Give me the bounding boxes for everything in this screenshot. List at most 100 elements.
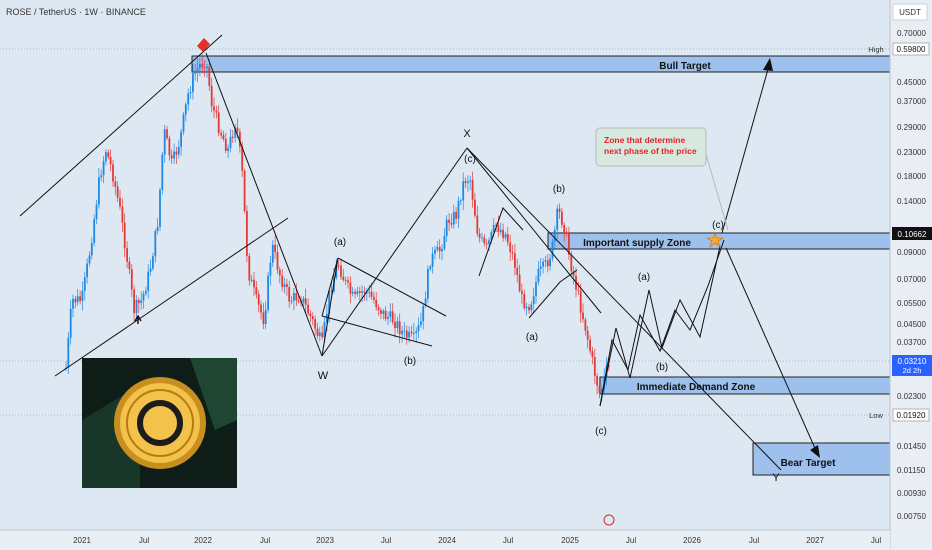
candle-body — [401, 330, 403, 335]
candle-body — [457, 200, 460, 219]
wave-label: (a) — [526, 332, 538, 343]
y-tick-label: 0.01450 — [897, 442, 926, 451]
decline-line-1 — [205, 52, 323, 357]
candle-body — [328, 290, 331, 314]
candle-body — [105, 152, 107, 162]
x-tick-label: 2024 — [438, 536, 456, 545]
candle-body — [464, 181, 467, 184]
candle-body — [340, 265, 342, 277]
candle-body — [323, 322, 326, 337]
candle-body — [109, 157, 112, 165]
wave-label: Y — [772, 472, 780, 484]
y-tick-label: 0.02300 — [897, 392, 926, 401]
candle-body — [544, 260, 547, 262]
candle-body — [436, 247, 439, 250]
candle-body — [314, 319, 316, 329]
candle-body — [199, 63, 201, 69]
candle-body — [163, 129, 166, 155]
candle-body — [551, 241, 554, 259]
x-tick-label: 2025 — [561, 536, 579, 545]
candle-body — [168, 138, 171, 156]
candle-body — [351, 291, 354, 294]
x-tick-label: 2026 — [683, 536, 701, 545]
candle-body — [370, 291, 373, 297]
candle-body — [485, 243, 488, 245]
candle-body — [166, 129, 168, 139]
candle-body — [525, 306, 528, 309]
candle-body — [422, 305, 425, 322]
candle-body — [236, 127, 239, 132]
candle-body — [147, 271, 150, 291]
candle-body — [450, 223, 453, 225]
candle-body — [375, 299, 378, 308]
candle-body — [316, 328, 319, 336]
candle-body — [549, 258, 551, 267]
candle-body — [81, 290, 84, 301]
candle-body — [488, 240, 490, 244]
star-icon — [705, 232, 725, 248]
wave-label: (b) — [404, 356, 416, 367]
candle-body — [304, 298, 307, 305]
y-tick-label: 0.37000 — [897, 97, 926, 106]
x-tick-label: 2023 — [316, 536, 334, 545]
candle-body — [349, 282, 352, 294]
zone-demand[interactable]: Immediate Demand Zone — [599, 376, 891, 395]
candle-body — [156, 226, 159, 231]
currency-badge[interactable] — [892, 3, 928, 21]
candle-body — [380, 310, 382, 314]
price-axis[interactable]: USDT 0.700000.550000.450000.370000.29000… — [889, 0, 932, 550]
candle-body — [558, 208, 561, 212]
axis-markers: High 0.59800 0.10662 0.03210 2d 2h Low 0… — [868, 42, 932, 422]
candle-body — [262, 312, 265, 324]
candle-body — [504, 234, 507, 238]
candle-body — [434, 249, 436, 254]
candle-body — [83, 277, 86, 291]
candle-body — [459, 200, 462, 202]
candle-body — [570, 254, 573, 272]
candle-body — [243, 170, 246, 211]
candle-body — [438, 247, 441, 252]
high-marker-label: High — [868, 45, 883, 54]
candle-body — [309, 313, 312, 317]
candle-body — [98, 177, 100, 205]
candle-body — [283, 284, 286, 287]
zone-supply[interactable]: Important supply Zone — [547, 232, 891, 250]
candle-body — [561, 211, 563, 225]
candle-body — [354, 291, 356, 294]
candle-body — [326, 314, 328, 322]
upper-channel-line — [19, 34, 223, 217]
x-tick-label: Jul — [871, 536, 881, 545]
candle-body — [130, 269, 133, 290]
time-axis[interactable]: 2021 Jul 2022 Jul 2023 Jul 2024 Jul 2025 Jul 2026 J… — [0, 529, 890, 550]
candle-body — [126, 248, 128, 262]
candle-body — [417, 325, 420, 332]
annotation-callout[interactable]: Zone that determine next phase of the pr… — [595, 127, 707, 167]
y-tick-label: 0.09000 — [897, 248, 926, 257]
y-tick-label: 0.14000 — [897, 197, 926, 206]
candle-body — [229, 136, 232, 148]
candle-body — [114, 181, 117, 187]
candle-body — [311, 316, 314, 320]
candle-body — [276, 252, 279, 270]
candle-body — [100, 175, 103, 178]
candle-body — [293, 293, 295, 301]
candle-body — [593, 357, 596, 377]
candle-body — [274, 244, 276, 253]
zone-bear-target[interactable]: Bear Target — [752, 442, 891, 476]
candle-body — [495, 225, 497, 227]
candle-body — [213, 106, 215, 111]
candle-body — [445, 219, 448, 236]
candle-body — [102, 161, 105, 176]
candle-body — [462, 181, 465, 201]
candle-body — [394, 322, 396, 328]
candle-body — [546, 260, 549, 267]
projection-path-2 — [599, 239, 725, 407]
wave-label: (c) — [712, 220, 724, 231]
zone-bull-target[interactable]: Bull Target — [191, 55, 891, 73]
price-marker-countdown: 2d 2h — [903, 366, 922, 375]
candle-body — [410, 331, 413, 333]
high-marker-value: 0.59800 — [897, 45, 926, 54]
y-tick-label: 0.07000 — [897, 275, 926, 284]
x-tick-label: Jul — [139, 536, 149, 545]
